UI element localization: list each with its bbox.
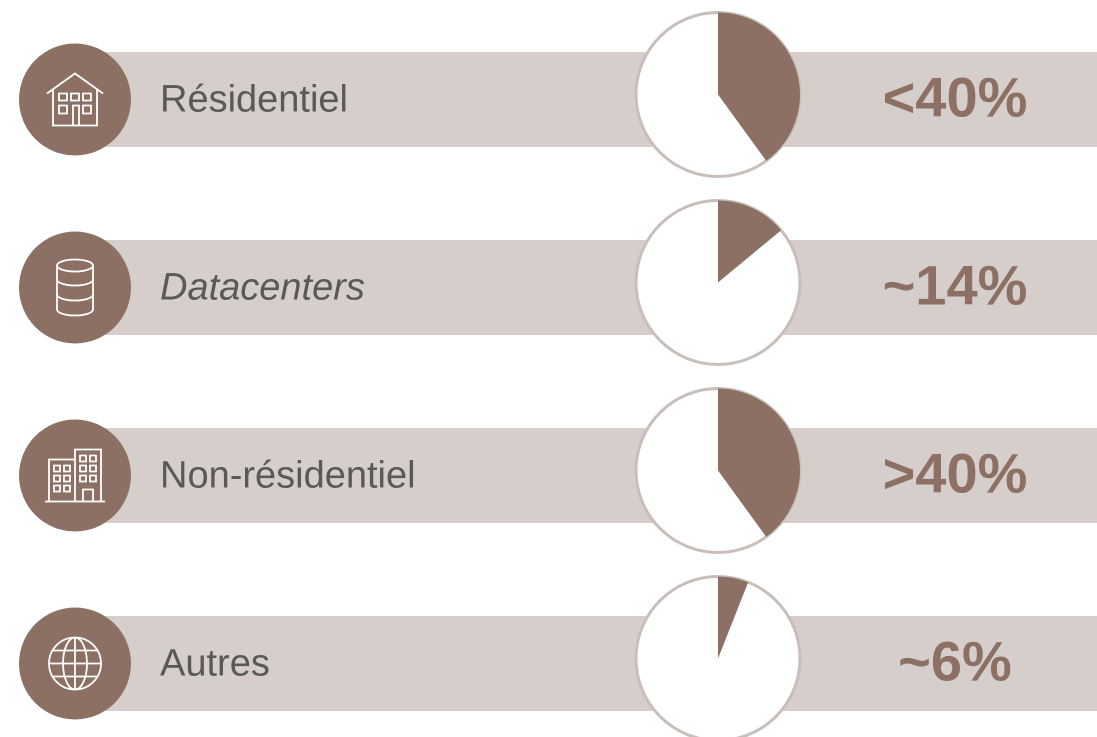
band: [75, 240, 1097, 335]
band: [75, 616, 1097, 711]
value-label: <40%: [883, 65, 1028, 128]
value-label: ~6%: [898, 629, 1012, 692]
value-label: ~14%: [883, 253, 1028, 316]
icon: [48, 636, 102, 691]
icon-circle: [19, 231, 131, 344]
category-label: Non-résidentiel: [160, 455, 416, 497]
row: Non-résidentiel >40%: [19, 387, 1097, 554]
pie-slice: [718, 200, 782, 283]
pie-slice: [718, 388, 800, 537]
pie-slice: [718, 12, 800, 161]
pie-slice: [718, 576, 749, 659]
category-label: Résidentiel: [160, 79, 348, 121]
row: Résidentiel <40%: [19, 11, 1097, 178]
icon: [45, 448, 105, 503]
row: Autres ~6%: [19, 575, 1097, 737]
icon: [46, 72, 104, 127]
icon-circle: [19, 43, 131, 156]
category-label: Autres: [160, 643, 270, 685]
band: [75, 52, 1097, 147]
band: [75, 428, 1097, 523]
category-label: Datacenters: [160, 267, 365, 309]
value-label: >40%: [883, 441, 1028, 504]
icon: [56, 258, 94, 317]
row: Datacenters ~14%: [19, 199, 1097, 366]
